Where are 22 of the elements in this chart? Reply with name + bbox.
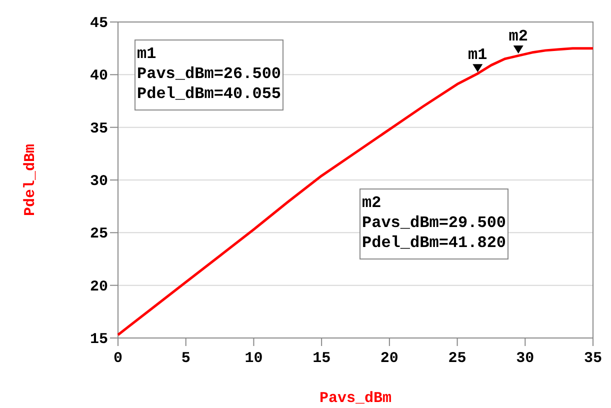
x-tick-label: 30: [516, 350, 534, 367]
y-tick-label: 20: [90, 278, 108, 296]
x-tick-label: 15: [312, 350, 331, 367]
y-tick-label: 30: [90, 173, 108, 190]
line-series: [116, 47, 594, 336]
y-tick-label: 15: [90, 331, 108, 348]
annotation: m2 Pavs_dBm=29.500 Pdel_dBm=41.820: [362, 194, 506, 252]
y-tick-label: 40: [90, 68, 108, 85]
y-tick-label: 35: [90, 120, 108, 138]
x-tick-label: 35: [584, 350, 602, 367]
x-tick-label: 20: [380, 350, 398, 367]
y-tick-label: 25: [90, 226, 108, 243]
x-tick-label: 10: [244, 350, 263, 367]
annotation: m1: [468, 46, 488, 64]
x-tick-label: 5: [181, 350, 190, 367]
x-tick-label: 0: [113, 350, 123, 367]
annotation: m1 Pavs_dBm=26.500 Pdel_dBm=40.055: [137, 45, 282, 103]
y-axis-title: Pdel_dBm: [22, 144, 39, 216]
annotation: m2: [508, 27, 528, 46]
y-tick-label: 45: [90, 15, 108, 32]
x-tick-label: 25: [448, 350, 466, 367]
x-axis-title: Pavs_dBm: [319, 390, 392, 407]
